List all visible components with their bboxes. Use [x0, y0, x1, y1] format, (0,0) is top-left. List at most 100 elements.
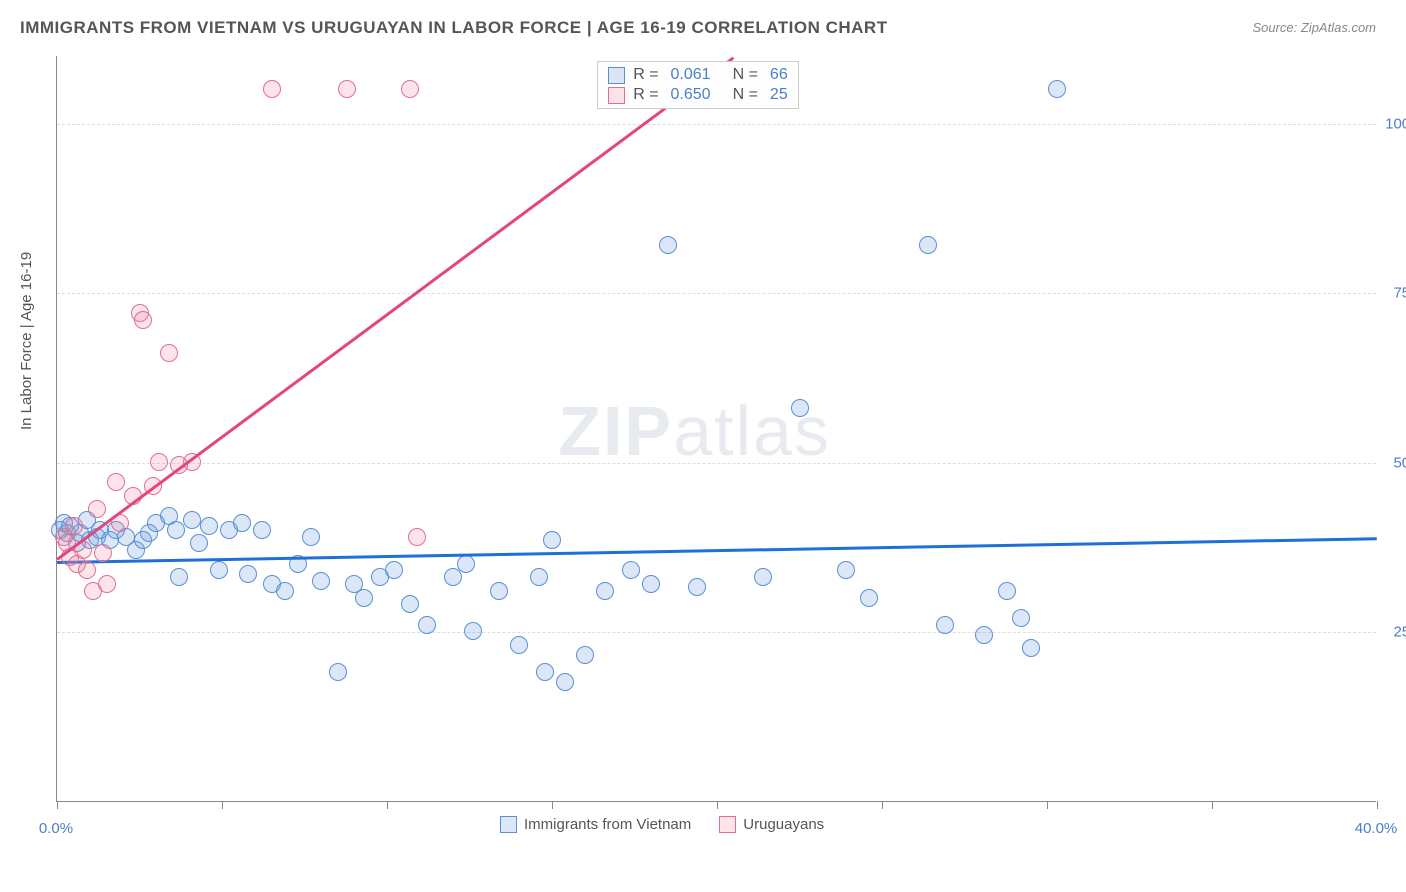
scatter-point — [490, 582, 508, 600]
legend-label: Uruguayans — [743, 816, 824, 833]
scatter-point — [239, 565, 257, 583]
chart-plot-area: ZIPatlas 25.0%50.0%75.0%100.0% — [56, 56, 1376, 802]
legend-swatch — [608, 87, 625, 104]
scatter-point — [312, 572, 330, 590]
legend-swatch — [500, 816, 517, 833]
stats-legend: R = 0.061 N = 66 R = 0.650 N = 25 — [597, 61, 799, 109]
scatter-point — [183, 511, 201, 529]
scatter-point — [134, 311, 152, 329]
scatter-point — [622, 561, 640, 579]
scatter-point — [170, 568, 188, 586]
stat-n-label: N = — [733, 86, 758, 104]
scatter-point — [860, 589, 878, 607]
y-tick-label: 100.0% — [1385, 115, 1406, 132]
y-tick-label: 25.0% — [1393, 624, 1406, 641]
stat-n-value: 66 — [770, 66, 788, 84]
scatter-point — [642, 575, 660, 593]
scatter-point — [444, 568, 462, 586]
scatter-point — [457, 555, 475, 573]
legend-item: Immigrants from Vietnam — [500, 816, 691, 833]
scatter-point — [408, 528, 426, 546]
scatter-point — [576, 646, 594, 664]
scatter-point — [263, 80, 281, 98]
x-tick — [222, 801, 223, 809]
scatter-point — [210, 561, 228, 579]
scatter-point — [190, 534, 208, 552]
stats-row: R = 0.650 N = 25 — [608, 86, 788, 104]
scatter-point — [596, 582, 614, 600]
scatter-point — [1012, 609, 1030, 627]
scatter-point — [329, 663, 347, 681]
legend-swatch — [719, 816, 736, 833]
scatter-point — [530, 568, 548, 586]
scatter-point — [510, 636, 528, 654]
x-tick — [387, 801, 388, 809]
scatter-point — [253, 521, 271, 539]
source-label: Source: ZipAtlas.com — [1252, 20, 1376, 35]
scatter-point — [107, 473, 125, 491]
x-tick — [1377, 801, 1378, 809]
stat-n-label: N = — [733, 66, 758, 84]
scatter-point — [536, 663, 554, 681]
x-tick — [57, 801, 58, 809]
legend-swatch — [608, 67, 625, 84]
scatter-point — [1022, 639, 1040, 657]
scatter-point — [791, 399, 809, 417]
scatter-point — [401, 595, 419, 613]
stat-r-value: 0.650 — [671, 86, 711, 104]
scatter-point — [401, 80, 419, 98]
scatter-point — [200, 517, 218, 535]
stat-r-label: R = — [633, 86, 658, 104]
x-tick — [552, 801, 553, 809]
regression-line — [56, 56, 734, 560]
gridline — [57, 463, 1376, 464]
scatter-point — [150, 453, 168, 471]
x-tick — [1047, 801, 1048, 809]
scatter-point — [88, 500, 106, 518]
scatter-point — [65, 517, 83, 535]
scatter-point — [688, 578, 706, 596]
x-axis-legend: Immigrants from Vietnam Uruguayans — [500, 816, 824, 833]
scatter-point — [167, 521, 185, 539]
gridline — [57, 632, 1376, 633]
stat-n-value: 25 — [770, 86, 788, 104]
scatter-point — [385, 561, 403, 579]
scatter-point — [659, 236, 677, 254]
scatter-point — [233, 514, 251, 532]
scatter-point — [556, 673, 574, 691]
x-tick-label: 0.0% — [39, 820, 73, 837]
gridline — [57, 124, 1376, 125]
scatter-point — [919, 236, 937, 254]
scatter-point — [754, 568, 772, 586]
legend-item: Uruguayans — [719, 816, 824, 833]
x-tick — [717, 801, 718, 809]
scatter-point — [418, 616, 436, 634]
scatter-point — [338, 80, 356, 98]
stat-r-value: 0.061 — [671, 66, 711, 84]
scatter-point — [355, 589, 373, 607]
y-tick-label: 75.0% — [1393, 285, 1406, 302]
scatter-point — [276, 582, 294, 600]
y-tick-label: 50.0% — [1393, 454, 1406, 471]
x-tick-label: 40.0% — [1355, 820, 1398, 837]
scatter-point — [78, 561, 96, 579]
scatter-point — [543, 531, 561, 549]
scatter-point — [936, 616, 954, 634]
scatter-point — [464, 622, 482, 640]
x-tick — [882, 801, 883, 809]
legend-label: Immigrants from Vietnam — [524, 816, 691, 833]
scatter-point — [998, 582, 1016, 600]
scatter-point — [1048, 80, 1066, 98]
chart-title: IMMIGRANTS FROM VIETNAM VS URUGUAYAN IN … — [20, 18, 888, 38]
scatter-point — [160, 344, 178, 362]
gridline — [57, 293, 1376, 294]
stat-r-label: R = — [633, 66, 658, 84]
stats-row: R = 0.061 N = 66 — [608, 66, 788, 84]
scatter-point — [975, 626, 993, 644]
watermark: ZIPatlas — [558, 391, 831, 471]
scatter-point — [94, 544, 112, 562]
regression-line — [57, 537, 1377, 563]
scatter-point — [302, 528, 320, 546]
y-axis-label: In Labor Force | Age 16-19 — [18, 252, 35, 430]
x-tick — [1212, 801, 1213, 809]
